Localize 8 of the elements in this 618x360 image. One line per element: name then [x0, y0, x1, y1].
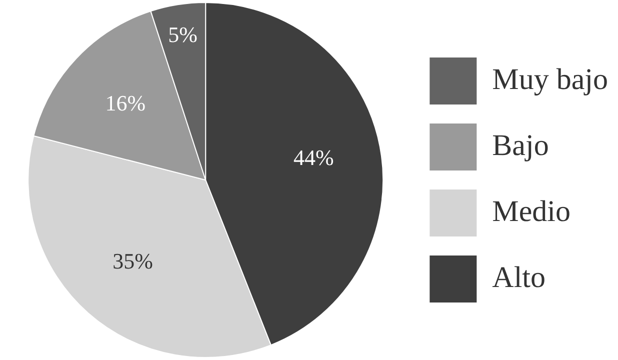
legend-label: Medio: [492, 194, 571, 228]
legend-label: Muy bajo: [492, 62, 608, 96]
data-label: 5%: [168, 22, 198, 48]
data-label: 16%: [105, 90, 146, 116]
legend-label: Bajo: [492, 128, 549, 162]
data-label: 35%: [112, 248, 153, 274]
legend-label: Alto: [492, 260, 546, 294]
data-label: 44%: [294, 145, 334, 170]
